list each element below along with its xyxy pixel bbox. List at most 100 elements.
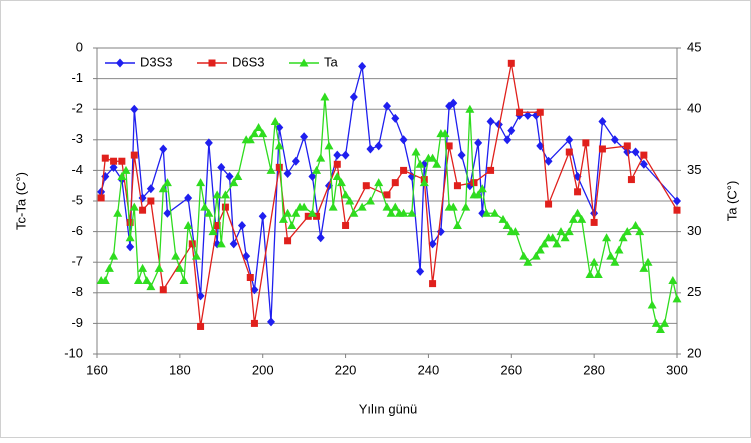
point xyxy=(516,108,524,116)
point xyxy=(291,156,300,166)
point xyxy=(275,123,284,133)
y2-axis-title: Ta (C°) xyxy=(724,181,739,222)
point xyxy=(320,92,330,101)
point xyxy=(238,220,246,230)
point xyxy=(564,227,574,236)
point xyxy=(283,168,292,178)
point xyxy=(452,220,462,229)
point xyxy=(316,153,326,162)
point xyxy=(258,211,267,221)
series xyxy=(97,59,681,330)
point xyxy=(116,58,124,68)
point xyxy=(399,208,409,217)
point xyxy=(117,172,127,181)
point xyxy=(556,227,566,236)
point xyxy=(246,274,254,281)
point xyxy=(287,220,297,229)
point xyxy=(341,150,350,160)
point xyxy=(523,110,532,120)
point xyxy=(440,129,450,138)
point xyxy=(308,172,317,182)
point xyxy=(647,300,657,309)
point xyxy=(270,116,280,125)
point xyxy=(204,138,213,148)
point xyxy=(139,206,147,214)
point xyxy=(374,178,384,187)
x-tick-label: 300 xyxy=(666,362,688,377)
point xyxy=(568,214,578,223)
y-tick-label: -6 xyxy=(71,223,83,238)
point xyxy=(291,208,301,217)
point xyxy=(101,154,109,162)
point xyxy=(133,276,143,285)
point xyxy=(217,162,226,172)
point xyxy=(623,142,631,150)
point xyxy=(477,184,487,193)
point xyxy=(109,162,118,172)
point xyxy=(299,202,309,211)
point xyxy=(183,220,193,229)
point xyxy=(125,233,135,242)
point xyxy=(544,156,553,166)
x-tick-label: 200 xyxy=(252,362,274,377)
point xyxy=(523,257,533,266)
point xyxy=(358,61,367,71)
point xyxy=(362,182,370,190)
point xyxy=(249,129,259,138)
point xyxy=(191,251,201,260)
point xyxy=(602,233,612,242)
point xyxy=(531,251,541,260)
point xyxy=(660,318,670,327)
point xyxy=(109,251,119,260)
point xyxy=(349,208,359,217)
point xyxy=(121,165,131,174)
point xyxy=(391,113,400,123)
point xyxy=(184,193,193,203)
point xyxy=(552,239,562,248)
point xyxy=(390,202,400,211)
point xyxy=(416,266,425,276)
point xyxy=(490,208,500,217)
point xyxy=(453,182,461,190)
point xyxy=(233,172,243,181)
point xyxy=(138,263,148,272)
point xyxy=(503,135,512,145)
x-tick-label: 220 xyxy=(335,362,357,377)
point xyxy=(639,263,649,272)
point xyxy=(349,92,358,102)
point xyxy=(258,129,268,138)
point xyxy=(457,150,466,160)
point xyxy=(481,208,491,217)
point xyxy=(510,227,520,236)
y-tick-label: -3 xyxy=(71,131,83,146)
point xyxy=(266,165,276,174)
point xyxy=(383,101,391,111)
point xyxy=(651,318,661,327)
point xyxy=(159,144,168,154)
point xyxy=(221,203,229,211)
point xyxy=(565,148,573,156)
point xyxy=(643,257,653,266)
point xyxy=(400,166,408,174)
point xyxy=(284,237,292,245)
point xyxy=(548,233,558,242)
point xyxy=(283,208,293,217)
point xyxy=(245,135,255,144)
point xyxy=(590,208,599,218)
point xyxy=(100,276,110,285)
point xyxy=(623,147,632,157)
point xyxy=(110,157,118,165)
point xyxy=(328,202,338,211)
point xyxy=(229,239,238,249)
point xyxy=(399,135,408,145)
y-tick-label: -4 xyxy=(71,162,83,177)
point xyxy=(673,206,681,214)
point xyxy=(129,202,139,211)
point xyxy=(445,142,453,150)
x-tick-label: 260 xyxy=(500,362,522,377)
point xyxy=(577,214,587,223)
point xyxy=(573,208,583,217)
point xyxy=(275,163,283,171)
